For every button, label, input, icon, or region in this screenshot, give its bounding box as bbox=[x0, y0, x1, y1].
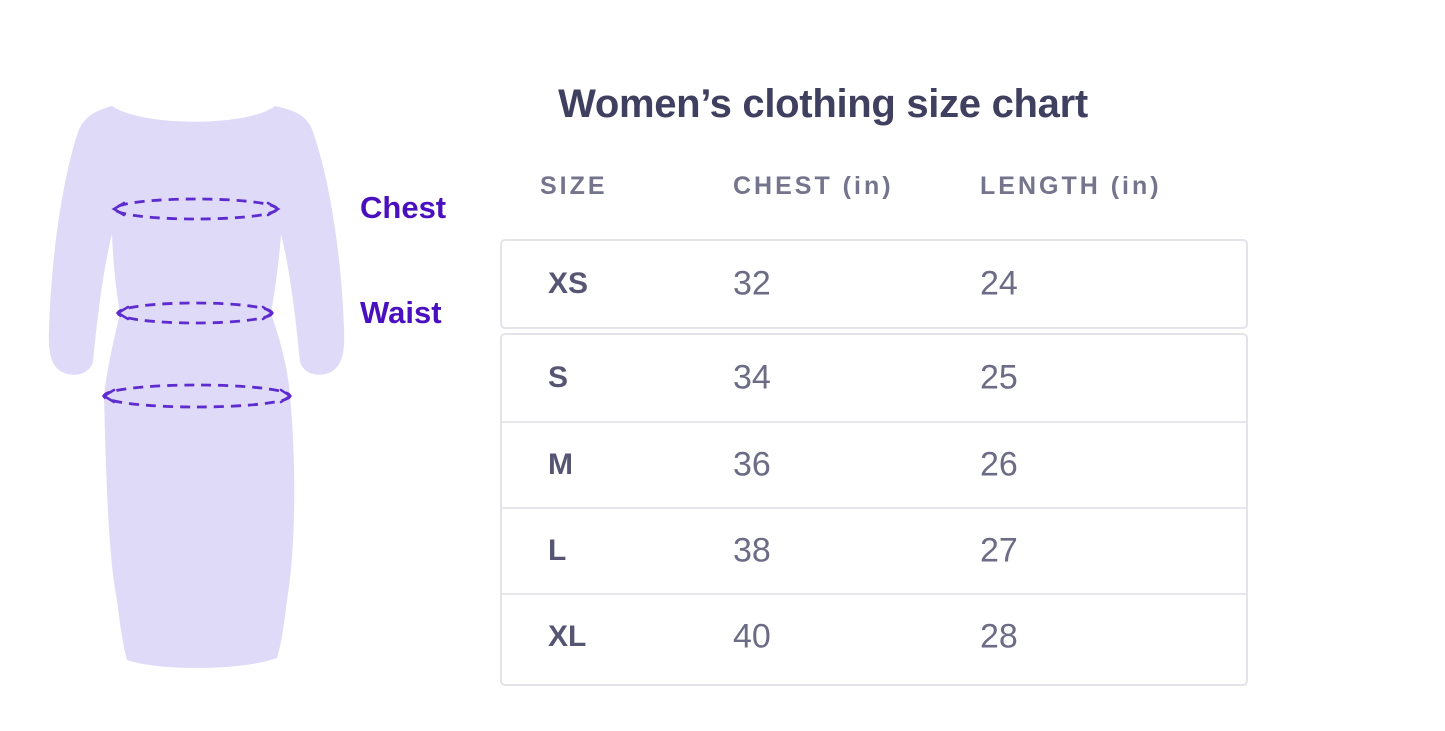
chest-value: 36 bbox=[733, 445, 771, 484]
chest-value: 40 bbox=[733, 617, 771, 656]
table-row: L 38 27 bbox=[502, 507, 1246, 593]
waist-ellipse-arrow-tips bbox=[115, 305, 275, 321]
dress-illustration bbox=[48, 106, 345, 669]
chest-label: Chest bbox=[360, 190, 447, 225]
table-row: XL 40 28 bbox=[502, 593, 1246, 679]
length-value: 25 bbox=[980, 358, 1018, 397]
table-row: XS 32 24 bbox=[502, 241, 1246, 327]
size-table-card-rest: S 34 25 M 36 26 L 38 27 XL 40 28 bbox=[500, 333, 1248, 686]
hip-ellipse-arrow-tips bbox=[101, 388, 293, 404]
chest-ellipse-arrow-tips bbox=[111, 201, 281, 217]
size-table-card-xs: XS 32 24 bbox=[500, 239, 1248, 329]
table-row: M 36 26 bbox=[502, 421, 1246, 507]
size-value: L bbox=[548, 534, 567, 567]
column-header-length: LENGTH (in) bbox=[980, 172, 1162, 200]
size-value: XL bbox=[548, 620, 587, 653]
length-value: 27 bbox=[980, 531, 1018, 570]
column-header-size: SIZE bbox=[540, 172, 608, 200]
dress-silhouette bbox=[48, 106, 345, 669]
table-row: S 34 25 bbox=[502, 335, 1246, 421]
chest-value: 34 bbox=[733, 358, 771, 397]
length-value: 28 bbox=[980, 617, 1018, 656]
length-value: 26 bbox=[980, 445, 1018, 484]
size-value: S bbox=[548, 361, 569, 394]
size-value: XS bbox=[548, 267, 589, 300]
column-header-chest: CHEST (in) bbox=[733, 172, 894, 200]
length-value: 24 bbox=[980, 264, 1018, 303]
chest-value: 38 bbox=[733, 531, 771, 570]
page-title: Women’s clothing size chart bbox=[558, 82, 1088, 126]
chest-value: 32 bbox=[733, 264, 771, 303]
size-value: M bbox=[548, 448, 573, 481]
waist-label: Waist bbox=[360, 295, 442, 330]
